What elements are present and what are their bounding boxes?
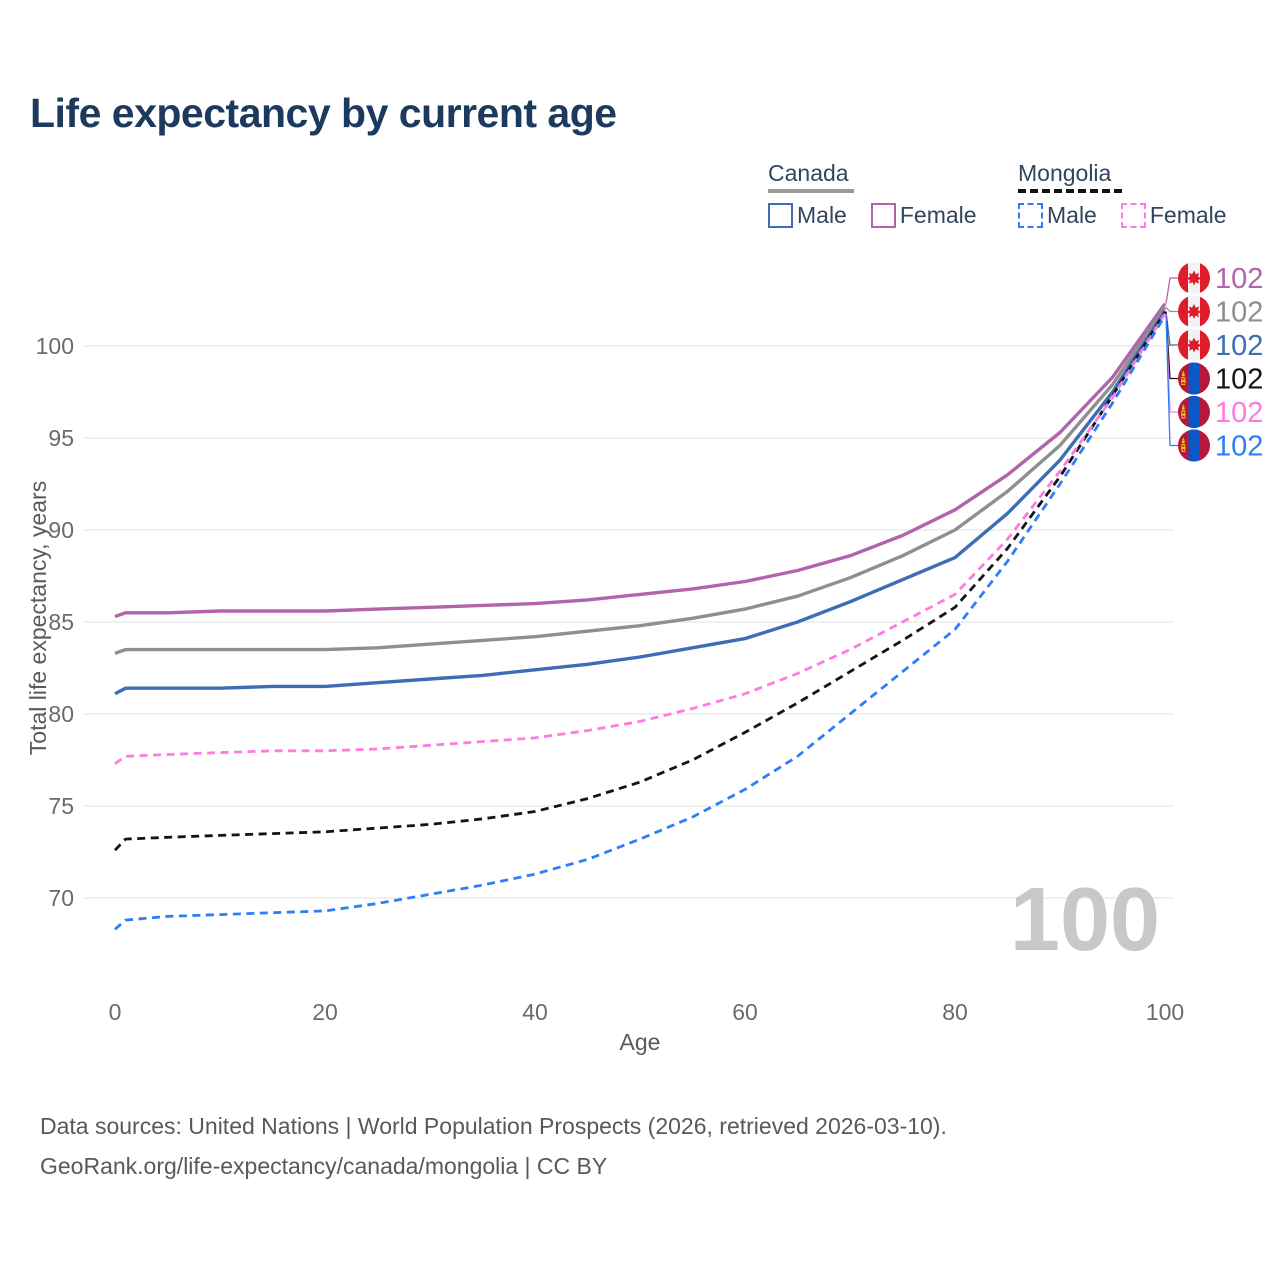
legend-country-canada[interactable]: Canada <box>768 160 849 186</box>
series-line-canada-female <box>114 302 1167 619</box>
legend-item-mongolia-female[interactable]: Female <box>1120 202 1227 229</box>
legend-label: Male <box>797 202 847 228</box>
mongolia-line-style-swatch <box>1018 189 1122 193</box>
series-line-canada-male <box>114 310 1167 696</box>
x-tick-label: 40 <box>522 999 548 1025</box>
y-tick-label: 85 <box>48 609 74 635</box>
legend-item-mongolia-male[interactable]: Male <box>1018 202 1097 229</box>
mongolia-male-checkbox[interactable] <box>1018 203 1043 228</box>
leader-line-canada-male <box>1165 310 1178 346</box>
leader-line-mongolia-male <box>1165 315 1178 447</box>
age-watermark: 100 <box>1010 870 1160 970</box>
flag-mongolia-icon <box>1178 429 1210 462</box>
x-tick-label: 100 <box>1146 999 1184 1025</box>
end-value-label-mongolia-both-sexes: 102 <box>1215 364 1263 396</box>
flag-mongolia-icon <box>1178 362 1210 395</box>
x-tick-label: 80 <box>942 999 968 1025</box>
legend-label: Male <box>1047 202 1097 228</box>
end-value-label-canada-female: 102 <box>1215 263 1263 295</box>
legend-label: Female <box>899 202 977 228</box>
x-tick-label: 0 <box>109 999 122 1025</box>
data-sources-text: Data sources: United Nations | World Pop… <box>40 1113 947 1139</box>
legend-item-canada-male[interactable]: Male <box>768 202 847 229</box>
page-title: Life expectancy by current age <box>30 90 617 136</box>
y-tick-label: 95 <box>48 425 74 451</box>
legend-row-canada: Male Female <box>768 202 1001 229</box>
canada-male-checkbox[interactable] <box>768 203 793 228</box>
mongolia-female-checkbox[interactable] <box>1120 203 1146 228</box>
source-url-text: GeoRank.org/life-expectancy/canada/mongo… <box>40 1153 608 1179</box>
x-axis-title: Age <box>620 1029 661 1055</box>
legend-group-canada: Canada Male Female <box>768 160 1001 229</box>
legend-label: Female <box>1149 202 1227 228</box>
leader-line-canada-female <box>1165 277 1178 304</box>
end-value-label-canada-both-sexes: 102 <box>1215 297 1263 329</box>
legend: Canada Male Female Mongolia Male <box>0 160 1280 250</box>
legend-group-mongolia: Mongolia Male Female <box>1018 160 1251 229</box>
series-line-mongolia-both-sexes <box>113 311 1167 852</box>
canada-female-checkbox[interactable] <box>870 203 896 228</box>
flag-mongolia-icon <box>1178 396 1210 428</box>
y-tick-label: 70 <box>48 885 74 911</box>
end-value-label-mongolia-female: 102 <box>1215 397 1263 429</box>
flag-canada-icon <box>1178 262 1210 294</box>
leader-line-canada-both-sexes <box>1165 306 1178 313</box>
y-tick-label: 90 <box>48 517 74 543</box>
flag-canada-icon <box>1178 329 1210 361</box>
y-tick-label: 80 <box>48 701 74 727</box>
y-tick-label: 100 <box>36 333 74 359</box>
legend-item-canada-female[interactable]: Female <box>870 202 977 229</box>
end-value-label-mongolia-male: 102 <box>1215 431 1263 463</box>
series-line-canada-both-sexes <box>114 306 1167 655</box>
series-line-mongolia-male <box>114 314 1167 931</box>
x-tick-label: 60 <box>732 999 758 1025</box>
end-value-label-canada-male: 102 <box>1215 330 1263 362</box>
flag-canada-icon <box>1178 295 1210 328</box>
legend-country-mongolia[interactable]: Mongolia <box>1018 160 1112 186</box>
legend-row-mongolia: Male Female <box>1018 202 1251 229</box>
footer: Data sources: United Nations | World Pop… <box>40 1106 947 1186</box>
canada-line-style-swatch <box>768 189 854 193</box>
y-tick-label: 75 <box>48 793 74 819</box>
y-axis-title: Total life expectancy, years <box>25 481 51 755</box>
x-tick-label: 20 <box>312 999 338 1025</box>
series-line-mongolia-female <box>114 313 1167 765</box>
